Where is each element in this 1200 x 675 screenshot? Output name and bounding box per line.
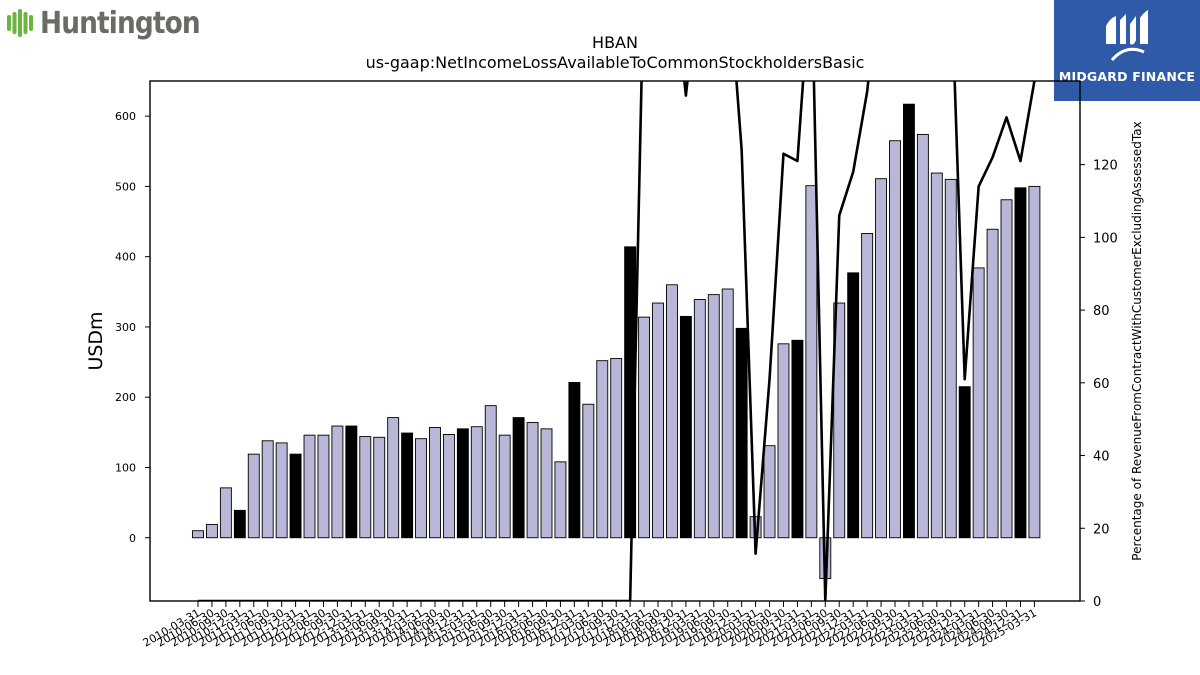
bar xyxy=(930,172,943,539)
bar xyxy=(791,339,804,539)
bar xyxy=(219,487,232,539)
bar xyxy=(456,428,469,539)
y-tick-label: 100 xyxy=(115,461,136,474)
bar xyxy=(554,461,567,539)
leaf-stroke xyxy=(18,9,22,37)
bar xyxy=(331,425,344,539)
y2-tick-label: 80 xyxy=(1093,304,1110,319)
bar xyxy=(373,436,386,539)
y2-tick-label: 120 xyxy=(1093,159,1118,174)
huntington-leaf-icon xyxy=(7,9,33,37)
bar xyxy=(498,434,511,539)
bar xyxy=(1028,185,1041,539)
bar xyxy=(1000,199,1013,539)
bar xyxy=(805,185,818,539)
y2-tick-label: 100 xyxy=(1093,231,1118,246)
bar xyxy=(666,284,678,539)
y2-tick-label: 20 xyxy=(1093,522,1110,537)
y-tick-label: 400 xyxy=(115,251,136,264)
bar xyxy=(233,509,246,539)
bar xyxy=(247,453,260,539)
leaf-stroke xyxy=(7,15,11,31)
bar xyxy=(415,438,427,539)
bar xyxy=(902,103,915,539)
bar xyxy=(359,436,372,539)
bar xyxy=(972,267,985,539)
bar xyxy=(261,440,274,539)
bar xyxy=(707,294,720,539)
bar xyxy=(1014,187,1027,539)
midgard-finance-logo: MIDGARD FINANCE xyxy=(1054,0,1200,101)
chart-title: HBAN xyxy=(592,33,638,52)
bar xyxy=(652,302,664,539)
y2-axis-label: Percentage of RevenueFromContractWithCus… xyxy=(1130,121,1144,560)
y-tick-label: 200 xyxy=(115,391,136,404)
leaf-stroke xyxy=(29,15,33,31)
bar xyxy=(442,434,455,539)
bar xyxy=(345,425,358,539)
bar xyxy=(205,523,218,539)
bar xyxy=(568,382,581,539)
y-tick-label: 300 xyxy=(115,321,136,334)
y-axis-label: USDm xyxy=(85,311,107,370)
bar xyxy=(889,140,901,539)
bar xyxy=(429,426,441,539)
midgard-finance-wordmark: MIDGARD FINANCE xyxy=(1058,69,1196,84)
bar xyxy=(679,315,692,539)
bar xyxy=(763,445,776,539)
bar xyxy=(777,343,790,539)
bar xyxy=(192,530,204,539)
y2-tick-label: 0 xyxy=(1093,595,1101,610)
bar xyxy=(387,417,400,539)
bar xyxy=(847,272,860,539)
huntington-wordmark: Huntington xyxy=(40,5,201,41)
bar xyxy=(526,422,539,539)
chart-subtitle: us-gaap:NetIncomeLossAvailableToCommonSt… xyxy=(366,53,865,72)
bar xyxy=(986,228,999,539)
leaf-stroke xyxy=(12,12,17,34)
bar xyxy=(861,233,874,539)
bar xyxy=(303,434,316,539)
y-tick-label: 600 xyxy=(115,110,136,123)
bar xyxy=(401,432,414,539)
bar xyxy=(833,302,846,539)
y-tick-label: 0 xyxy=(129,532,136,545)
bar xyxy=(582,403,595,539)
bar xyxy=(638,316,651,539)
bar xyxy=(944,178,957,539)
y2-tick-label: 60 xyxy=(1093,377,1110,392)
bar xyxy=(512,417,525,539)
bar xyxy=(596,360,609,539)
leaf-stroke xyxy=(23,12,28,34)
bar xyxy=(735,327,748,539)
plot-frame xyxy=(149,80,1081,602)
bar xyxy=(693,299,706,539)
bar xyxy=(610,358,623,539)
y-tick-label: 500 xyxy=(115,180,136,193)
bar xyxy=(721,288,734,539)
bar xyxy=(484,405,497,539)
bar xyxy=(958,386,971,539)
bar xyxy=(470,426,483,539)
bar xyxy=(275,442,288,539)
bar xyxy=(317,434,330,539)
huntington-logo: Huntington xyxy=(4,4,222,42)
bar xyxy=(289,453,302,539)
midgard-emblem-icon xyxy=(1106,10,1148,62)
bar xyxy=(916,133,929,539)
y2-tick-label: 40 xyxy=(1093,450,1110,465)
bar xyxy=(540,428,553,539)
bar xyxy=(875,178,888,539)
